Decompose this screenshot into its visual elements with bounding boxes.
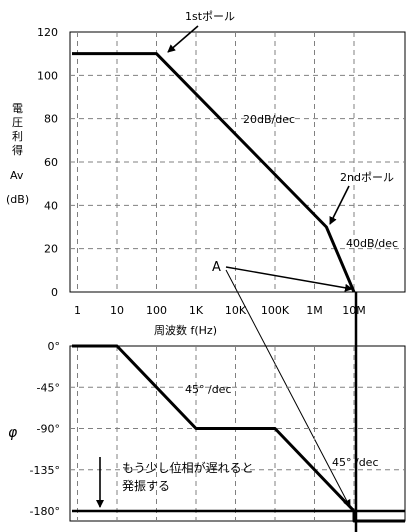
gain-plot-frame xyxy=(69,31,406,293)
x-tick-1: 10 xyxy=(110,304,124,317)
phase-y-tick-4: -180° xyxy=(30,505,60,518)
x-tick-2: 100 xyxy=(146,304,167,317)
x-tick-7: 10M xyxy=(342,304,366,317)
phase-y-tick-0: 0° xyxy=(48,340,61,353)
phase-y-tick-2: -90° xyxy=(37,423,60,436)
phase-series-line xyxy=(72,344,405,523)
gain-y-tick-4: 80 xyxy=(44,113,58,126)
gain-y-axis: 0 20 40 60 80 100 120 xyxy=(37,26,58,299)
phase-slope1-label: 45° /dec xyxy=(185,383,232,396)
phase-slope2-label: 45° /dec xyxy=(332,456,379,469)
oscillation-note-line2: 発振する xyxy=(122,479,170,493)
gain-ylabel-av: Av xyxy=(10,169,24,182)
gain-y-tick-6: 120 xyxy=(37,26,58,39)
phase-ylabel: φ xyxy=(8,425,18,441)
gain-ylabel-char-3: 利 xyxy=(12,130,23,143)
point-a-arrow-gain xyxy=(225,266,353,292)
gain-y-tick-1: 20 xyxy=(44,243,58,256)
phase-y-tick-1: -45° xyxy=(37,381,60,394)
pole1-label: 1stポール xyxy=(185,10,235,23)
gain-ylabel-char-2: 圧 xyxy=(12,116,23,129)
phase-chart: 0° -45° -90° -135° -180° φ 45° /dec 45° /dec… xyxy=(8,292,406,532)
gain-y-tick-0: 0 xyxy=(51,286,58,299)
gain-y-tick-5: 100 xyxy=(37,69,58,82)
gain-xlabel: 周波数 f(Hz) xyxy=(154,324,217,337)
pole1-arrow xyxy=(167,25,199,53)
oscillation-note-line1: もう少し位相が遅れると xyxy=(122,460,254,475)
phase-y-tick-3: -135° xyxy=(30,464,60,477)
gain-ylabel-char-1: 電 xyxy=(12,102,23,115)
gain-x-axis: 1 10 100 1K 10K 100K 1M 10M xyxy=(74,304,366,317)
slope1-label: 20dB/dec xyxy=(243,113,295,126)
x-tick-0: 1 xyxy=(74,304,81,317)
phase-y-axis: 0° -45° -90° -135° -180° xyxy=(30,340,60,518)
gain-ylabel-unit: (dB) xyxy=(6,193,29,206)
x-tick-3: 1K xyxy=(189,304,204,317)
phase-gridlines xyxy=(70,346,405,521)
pole2-label: 2ndポール xyxy=(340,171,394,184)
pole2-arrow xyxy=(329,185,350,225)
point-a-arrow-phase xyxy=(225,269,351,508)
point-a-label: A xyxy=(212,260,221,275)
x-tick-4: 10K xyxy=(225,304,247,317)
slope2-label: 40dB/dec xyxy=(346,237,398,250)
gain-y-tick-2: 40 xyxy=(44,199,58,212)
gain-ylabel-char-4: 得 xyxy=(12,144,23,157)
x-tick-6: 1M xyxy=(306,304,323,317)
gain-y-tick-3: 60 xyxy=(44,156,58,169)
gain-series-line xyxy=(72,52,356,293)
gain-gridlines xyxy=(70,32,405,292)
x-tick-5: 100K xyxy=(261,304,290,317)
phase-plot-frame xyxy=(69,345,406,522)
